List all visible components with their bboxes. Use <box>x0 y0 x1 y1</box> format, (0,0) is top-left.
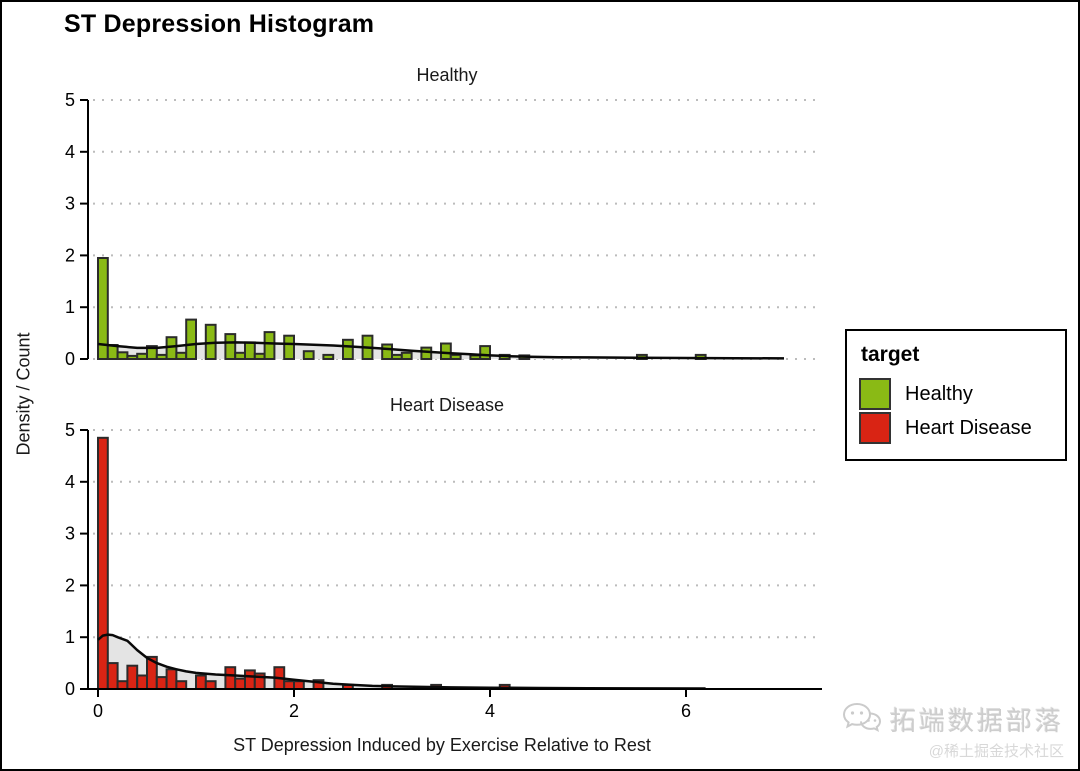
svg-text:3: 3 <box>65 524 75 544</box>
legend-swatch-healthy <box>859 378 891 410</box>
svg-text:1: 1 <box>65 297 75 317</box>
chart-title: ST Depression Histogram <box>64 10 375 38</box>
svg-text:2: 2 <box>65 575 75 595</box>
watermark: 拓端数据部落 @稀土掘金技术社区 <box>842 701 1064 761</box>
svg-text:3: 3 <box>65 194 75 214</box>
svg-text:0: 0 <box>65 349 75 369</box>
legend-title: target <box>861 343 920 366</box>
legend: target Healthy Heart Disease <box>845 329 1067 461</box>
legend-item-label: Healthy <box>905 382 973 405</box>
facet-label-heart-disease: Heart Disease <box>389 395 505 415</box>
svg-text:4: 4 <box>65 472 75 492</box>
watermark-brand: 拓端数据部落 <box>889 706 1064 736</box>
svg-text:2: 2 <box>65 245 75 265</box>
legend-item: Healthy <box>859 377 1053 411</box>
svg-text:6: 6 <box>681 701 691 721</box>
legend-item: Heart Disease <box>859 411 1053 445</box>
svg-text:0: 0 <box>65 679 75 699</box>
x-axis-label: ST Depression Induced by Exercise Relati… <box>233 735 651 755</box>
facet-label-healthy: Healthy <box>416 65 478 85</box>
svg-text:2: 2 <box>289 701 299 721</box>
svg-text:4: 4 <box>65 142 75 162</box>
svg-text:0: 0 <box>93 701 103 721</box>
svg-text:4: 4 <box>485 701 495 721</box>
wechat-icon <box>842 701 882 738</box>
watermark-community: @稀土掘金技术社区 <box>928 743 1064 760</box>
legend-swatch-heart-disease <box>859 412 891 444</box>
svg-text:5: 5 <box>65 420 75 440</box>
y-axis-label: Density / Count <box>13 332 34 456</box>
svg-text:5: 5 <box>65 90 75 110</box>
svg-text:1: 1 <box>65 627 75 647</box>
legend-item-label: Heart Disease <box>905 416 1032 439</box>
